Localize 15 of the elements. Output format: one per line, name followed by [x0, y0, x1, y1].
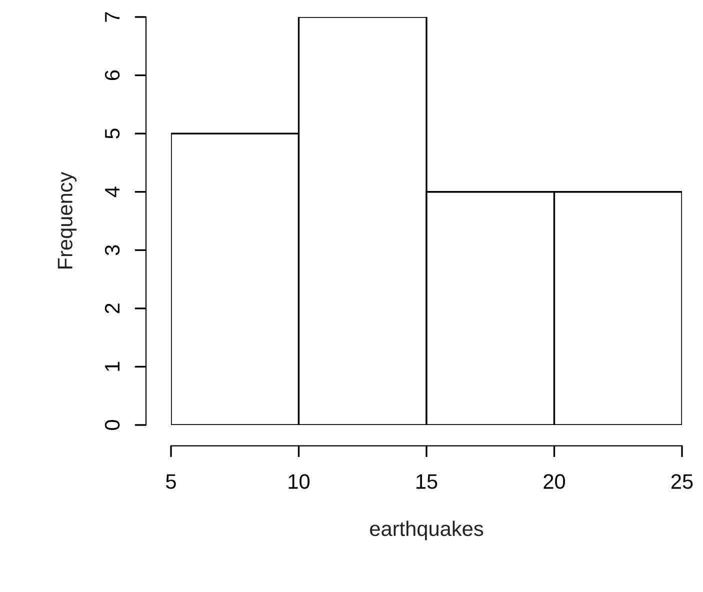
- x-axis-title: earthquakes: [370, 520, 484, 540]
- y-tick-label: 1: [105, 362, 120, 371]
- y-tick-label: 7: [105, 12, 120, 22]
- x-tick-label: 5: [166, 474, 176, 489]
- x-tick-label: 15: [416, 474, 438, 489]
- x-tick-label: 25: [671, 474, 693, 489]
- y-tick-label: 6: [104, 70, 120, 80]
- y-tick-label: 2: [104, 304, 120, 314]
- y-axis-title: Frequency: [58, 172, 77, 268]
- y-tick-label: 5: [105, 128, 120, 139]
- y-tick-label: 3: [104, 245, 120, 256]
- x-tick-label: 10: [288, 474, 310, 489]
- y-tick-label: 0: [104, 420, 120, 430]
- x-tick-label: 20: [544, 474, 566, 489]
- y-tick-label: 4: [105, 186, 120, 198]
